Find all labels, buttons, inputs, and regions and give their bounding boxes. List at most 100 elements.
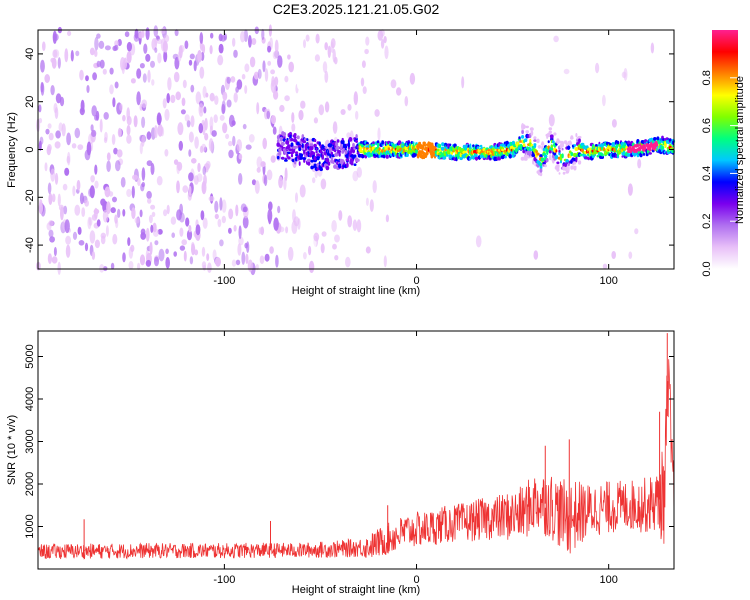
spectrogram-cell	[58, 122, 63, 132]
spectrogram-cell	[551, 154, 555, 159]
spectrogram-cell	[181, 97, 186, 107]
colorbar-tick-label: 0.6	[701, 118, 713, 133]
spectrogram-cell	[231, 120, 236, 126]
spectrogram-cell	[595, 62, 600, 74]
spectrogram-cell	[208, 138, 214, 152]
spectrogram-cell	[355, 110, 359, 120]
spectrogram-cell	[563, 140, 568, 145]
spectrogram-cell	[303, 39, 306, 49]
spectrogram-cell	[546, 132, 551, 138]
spectrogram-cell	[558, 172, 561, 175]
spectrogram-cell	[668, 138, 672, 142]
spectrogram-cell	[353, 91, 358, 106]
spectrogram-cell	[222, 122, 228, 134]
spectrogram-cell	[126, 41, 132, 52]
spectrogram-cell	[579, 153, 583, 157]
spectrogram-cell	[325, 165, 330, 171]
spectrogram-cell	[57, 261, 61, 275]
spectrogram-cell	[188, 149, 192, 157]
spectrogram-cell	[105, 225, 109, 237]
spectrogram-cell	[660, 145, 665, 151]
spectrogram-cell	[504, 155, 507, 159]
spectrogram-cell	[529, 127, 534, 131]
spectrogram-cell	[271, 115, 276, 125]
spectrogram-cell	[575, 156, 578, 161]
spectrogram-cell	[561, 140, 564, 146]
spectrogram-cell	[270, 69, 275, 75]
spectrogram-cell	[119, 103, 123, 111]
spectrogram-cell	[372, 141, 375, 145]
spectrogram-cell	[221, 199, 227, 213]
snr-x-axis-label: Height of straight line (km)	[292, 584, 420, 596]
spectrogram-cell	[602, 94, 606, 107]
spectrogram-cell	[313, 156, 317, 161]
spectrogram-cell	[244, 63, 250, 73]
spectrogram-cell	[96, 60, 101, 68]
spectrogram-cell	[134, 28, 139, 39]
spectrogram-cell	[232, 135, 236, 147]
spectrogram-cell	[623, 148, 625, 151]
spectrogram-cell	[213, 114, 218, 123]
spectrogram-cell	[438, 143, 442, 149]
spectrogram-cell	[264, 253, 270, 262]
spectrogram-cell	[332, 243, 337, 250]
spectrogram-cell	[57, 57, 61, 69]
spectrogram-cell	[38, 202, 43, 215]
spectrogram-cell	[556, 161, 560, 165]
spectrogram-cell	[540, 142, 545, 146]
spectrogram-cell	[145, 227, 150, 242]
spectrogram-cell	[260, 161, 266, 168]
spectrogram-cell	[110, 262, 115, 270]
spectrogram-cell	[202, 122, 206, 136]
spectrogram-cell	[170, 216, 177, 225]
spectrogram-cell	[145, 259, 152, 267]
spectrogram-cell	[603, 147, 606, 152]
spectrogram-cell	[338, 152, 341, 157]
spectrogram-cell	[42, 41, 46, 51]
spectrogram-cell	[313, 138, 317, 143]
spectrogram-cell	[233, 92, 238, 103]
spectrogram-cell	[340, 139, 345, 145]
spectrogram-cell	[267, 45, 272, 53]
spectrogram-x-tick-label: 0	[413, 275, 419, 287]
spectrogram-cell	[384, 45, 389, 60]
spectrogram-cell	[533, 143, 537, 149]
spectrogram-cell	[173, 159, 179, 165]
spectrogram-cell	[136, 91, 141, 106]
spectrogram-cell	[545, 158, 549, 163]
spectrogram-cell	[273, 217, 279, 231]
spectrogram-cell	[171, 232, 175, 238]
spectrogram-cell	[415, 113, 422, 120]
spectrogram-cell	[205, 160, 211, 169]
spectrogram-cell	[247, 259, 253, 272]
spectrogram-cell	[233, 225, 237, 232]
spectrogram-cell	[382, 154, 386, 159]
spectrogram-cell	[276, 139, 280, 144]
spectrogram-cell	[163, 50, 168, 63]
spectrogram-cell	[345, 158, 350, 162]
spectrogram-cell	[359, 149, 364, 153]
spectrogram-cell	[54, 172, 59, 185]
spectrogram-cell	[654, 142, 659, 148]
spectrogram-cell	[301, 134, 305, 139]
spectrogram-cell	[487, 148, 491, 152]
spectrogram-cell	[500, 155, 505, 160]
spectrogram-y-ticks: -40 -20 0 20 40	[24, 48, 674, 253]
spectrogram-cell	[356, 151, 360, 155]
spectrogram-cell	[409, 72, 416, 85]
spectrogram-cell	[377, 127, 381, 141]
snr-x-tick-label: -100	[213, 574, 235, 586]
spectrogram-cell	[290, 142, 294, 147]
spectrogram-cell	[523, 157, 528, 161]
spectrogram-cell	[306, 158, 311, 163]
spectrogram-cell	[334, 255, 339, 261]
spectrogram-cell	[573, 160, 577, 165]
spectrogram-cell	[365, 197, 369, 206]
spectrogram-cell	[87, 216, 92, 230]
spectrogram-cell	[188, 172, 194, 182]
spectrogram-cell	[207, 262, 212, 274]
spectrogram-cell	[44, 162, 48, 172]
spectrogram-cell	[51, 57, 57, 69]
spectrogram-cell	[310, 159, 314, 163]
spectrogram-cell	[525, 125, 529, 129]
